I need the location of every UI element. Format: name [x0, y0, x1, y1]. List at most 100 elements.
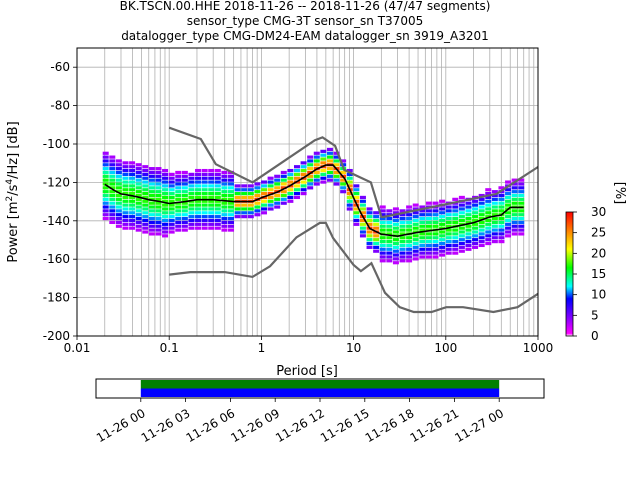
- timeline-tick-label: 11-26 03: [139, 406, 193, 445]
- density-cell: [307, 174, 314, 178]
- density-cell: [498, 228, 505, 232]
- colorbar-tick-label: 20: [591, 246, 606, 260]
- density-cell: [102, 190, 109, 194]
- density-cell: [115, 174, 122, 178]
- density-cell: [122, 211, 129, 215]
- density-cell: [498, 220, 505, 224]
- density-cell: [386, 247, 393, 251]
- density-cell: [432, 236, 439, 240]
- density-cell: [228, 201, 235, 205]
- density-cell: [175, 174, 182, 178]
- density-cell: [254, 190, 261, 194]
- density-cell: [195, 222, 202, 226]
- density-cell: [195, 180, 202, 184]
- density-cell: [221, 209, 228, 213]
- density-cell: [162, 195, 169, 200]
- density-cell: [472, 215, 479, 219]
- density-cell: [142, 215, 149, 219]
- density-cell: [208, 218, 215, 223]
- density-cell: [155, 209, 162, 213]
- density-cell: [261, 184, 268, 188]
- density-cell: [221, 186, 228, 190]
- density-cell: [485, 195, 492, 200]
- density-cell: [162, 180, 169, 184]
- density-cell: [399, 216, 406, 221]
- density-cell: [313, 163, 320, 167]
- density-cell: [366, 207, 373, 211]
- density-cell: [472, 241, 479, 246]
- density-cell: [115, 197, 122, 201]
- density-cell: [452, 197, 459, 201]
- density-cell: [445, 213, 452, 217]
- density-cell: [142, 211, 149, 215]
- density-cell: [392, 211, 399, 215]
- density-cell: [432, 255, 439, 259]
- density-cell: [162, 222, 169, 226]
- density-cell: [419, 247, 426, 251]
- y-tick-label: -100: [43, 137, 70, 151]
- density-cell: [148, 197, 155, 201]
- density-cell: [122, 218, 129, 223]
- density-cell: [135, 167, 142, 171]
- density-cell: [115, 201, 122, 205]
- density-cell: [142, 230, 149, 234]
- density-cell: [168, 188, 175, 192]
- density-cell: [399, 236, 406, 240]
- title-line-3: datalogger_type CMG-DM24-EAM datalogger_…: [121, 29, 489, 43]
- density-cell: [472, 203, 479, 207]
- density-cell: [148, 213, 155, 217]
- density-cell: [175, 216, 182, 221]
- density-cell: [221, 190, 228, 194]
- density-cell: [102, 155, 109, 159]
- density-cell: [129, 192, 136, 196]
- density-cell: [478, 193, 485, 198]
- density-cell: [162, 188, 169, 192]
- density-cell: [518, 193, 525, 198]
- density-cell: [439, 238, 446, 242]
- density-cell: [386, 220, 393, 224]
- density-cell: [228, 209, 235, 213]
- density-cell: [267, 180, 274, 184]
- curves: [104, 126, 538, 314]
- density-cell: [135, 197, 142, 201]
- density-cell: [129, 172, 136, 176]
- density-cell: [425, 213, 432, 217]
- density-cell: [261, 211, 268, 215]
- density-cell: [379, 205, 386, 209]
- density-cell: [452, 251, 459, 255]
- density-cell: [511, 220, 518, 224]
- density-cell: [195, 192, 202, 196]
- density-cell: [465, 201, 472, 205]
- density-cell: [162, 207, 169, 211]
- density-cell: [346, 203, 353, 207]
- density-cell: [221, 213, 228, 217]
- density-cell: [135, 182, 142, 186]
- density-cell: [399, 240, 406, 244]
- y-tick-label: -120: [43, 175, 70, 189]
- colorbar-tick-label: 10: [591, 288, 606, 302]
- density-cell: [155, 201, 162, 205]
- density-cell: [274, 193, 281, 198]
- density-cell: [412, 241, 419, 246]
- density-cell: [274, 197, 281, 201]
- density-cell: [439, 234, 446, 238]
- density-cell: [472, 218, 479, 223]
- density-cell: [247, 215, 254, 219]
- density-cell: [162, 176, 169, 180]
- density-cell: [175, 178, 182, 182]
- density-cell: [498, 205, 505, 209]
- y-tick-label: -80: [50, 99, 70, 113]
- density-cell: [280, 201, 287, 205]
- density-cell: [406, 240, 413, 244]
- density-cell: [208, 184, 215, 188]
- density-cell: [478, 201, 485, 205]
- density-cell: [201, 192, 208, 196]
- density-cell: [115, 220, 122, 224]
- density-cell: [399, 259, 406, 263]
- title-line-2: sensor_type CMG-3T sensor_sn T37005: [187, 14, 423, 28]
- density-cell: [168, 184, 175, 188]
- density-cell: [129, 195, 136, 200]
- density-cell: [129, 215, 136, 219]
